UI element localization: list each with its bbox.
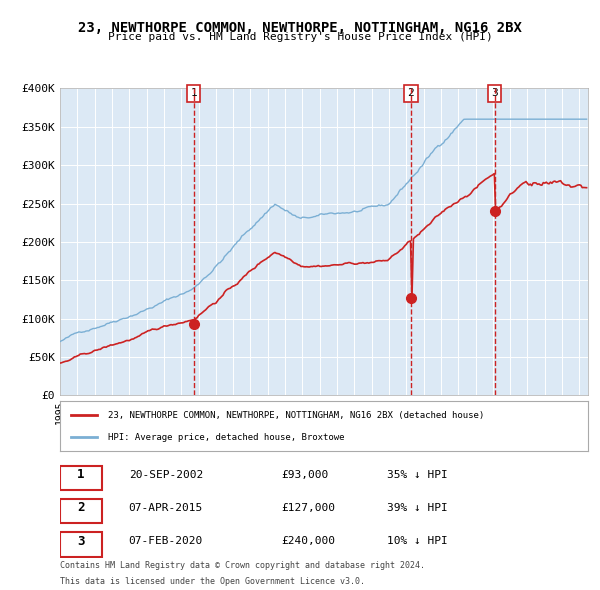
Text: Price paid vs. HM Land Registry's House Price Index (HPI): Price paid vs. HM Land Registry's House … bbox=[107, 32, 493, 42]
Text: Contains HM Land Registry data © Crown copyright and database right 2024.: Contains HM Land Registry data © Crown c… bbox=[60, 561, 425, 570]
Text: £93,000: £93,000 bbox=[282, 470, 329, 480]
FancyBboxPatch shape bbox=[60, 466, 102, 490]
Text: 1: 1 bbox=[77, 468, 85, 481]
Text: 23, NEWTHORPE COMMON, NEWTHORPE, NOTTINGHAM, NG16 2BX (detached house): 23, NEWTHORPE COMMON, NEWTHORPE, NOTTING… bbox=[107, 411, 484, 419]
Text: 07-FEB-2020: 07-FEB-2020 bbox=[128, 536, 203, 546]
Text: 3: 3 bbox=[491, 88, 498, 99]
Text: 23, NEWTHORPE COMMON, NEWTHORPE, NOTTINGHAM, NG16 2BX: 23, NEWTHORPE COMMON, NEWTHORPE, NOTTING… bbox=[78, 21, 522, 35]
Text: 1: 1 bbox=[190, 88, 197, 99]
Text: 3: 3 bbox=[77, 535, 85, 548]
Text: 35% ↓ HPI: 35% ↓ HPI bbox=[388, 470, 448, 480]
Text: This data is licensed under the Open Government Licence v3.0.: This data is licensed under the Open Gov… bbox=[60, 578, 365, 586]
Text: 2: 2 bbox=[77, 502, 85, 514]
Text: £127,000: £127,000 bbox=[282, 503, 336, 513]
Text: HPI: Average price, detached house, Broxtowe: HPI: Average price, detached house, Brox… bbox=[107, 433, 344, 442]
FancyBboxPatch shape bbox=[60, 499, 102, 523]
Text: 39% ↓ HPI: 39% ↓ HPI bbox=[388, 503, 448, 513]
Text: £240,000: £240,000 bbox=[282, 536, 336, 546]
Text: 07-APR-2015: 07-APR-2015 bbox=[128, 503, 203, 513]
Text: 10% ↓ HPI: 10% ↓ HPI bbox=[388, 536, 448, 546]
Text: 2: 2 bbox=[407, 88, 414, 99]
FancyBboxPatch shape bbox=[60, 532, 102, 556]
Text: 20-SEP-2002: 20-SEP-2002 bbox=[128, 470, 203, 480]
